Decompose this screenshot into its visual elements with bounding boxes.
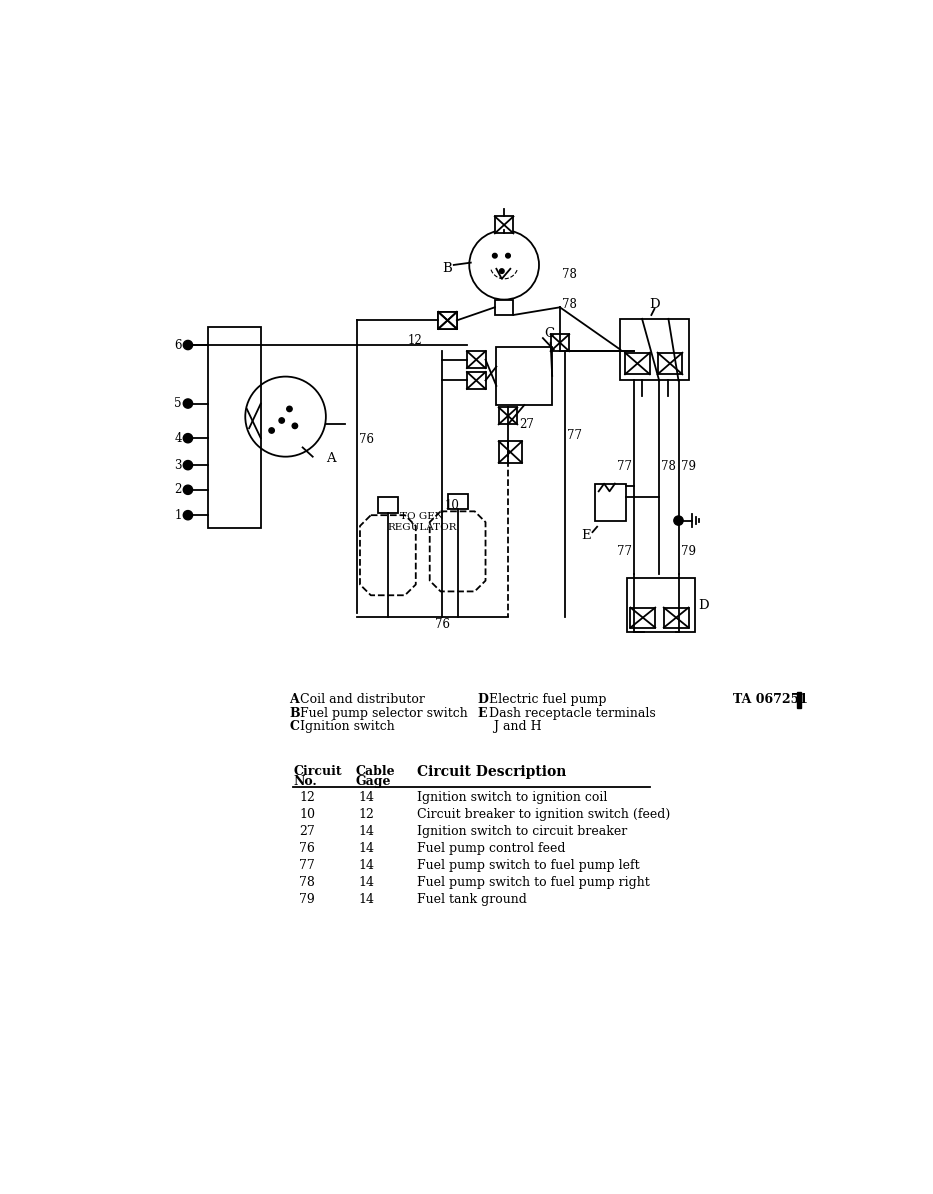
- Text: A: A: [326, 453, 336, 466]
- Text: 14: 14: [358, 893, 374, 906]
- Text: 79: 79: [681, 460, 696, 473]
- Bar: [439, 312, 457, 328]
- Bar: [625, 352, 649, 374]
- Text: TO GEN
REGULATOR: TO GEN REGULATOR: [387, 512, 457, 531]
- Text: J and H: J and H: [478, 720, 541, 733]
- Circle shape: [183, 485, 192, 494]
- Text: A: A: [289, 693, 299, 706]
- Circle shape: [183, 340, 192, 350]
- Text: Dash receptacle terminals: Dash receptacle terminals: [485, 707, 656, 720]
- Text: C: C: [289, 720, 299, 733]
- Text: 2: 2: [174, 484, 182, 497]
- Text: C: C: [545, 327, 554, 340]
- Text: 76: 76: [359, 433, 374, 447]
- Bar: [494, 300, 513, 315]
- Text: 78: 78: [563, 298, 578, 312]
- Text: 14: 14: [358, 876, 374, 890]
- Text: Ignition switch to ignition coil: Ignition switch to ignition coil: [417, 792, 607, 805]
- Bar: [595, 484, 626, 521]
- Bar: [448, 493, 467, 509]
- Text: 14: 14: [358, 792, 374, 805]
- Circle shape: [506, 253, 510, 258]
- Bar: [499, 407, 517, 424]
- Circle shape: [183, 461, 192, 469]
- Circle shape: [269, 427, 274, 433]
- Text: 78: 78: [661, 460, 676, 473]
- Bar: [620, 319, 689, 381]
- Circle shape: [493, 253, 497, 258]
- Text: Fuel pump switch to fuel pump right: Fuel pump switch to fuel pump right: [417, 876, 650, 890]
- Text: E: E: [581, 529, 591, 542]
- Bar: [631, 608, 655, 628]
- Bar: [499, 442, 522, 463]
- Circle shape: [183, 433, 192, 443]
- Text: 77: 77: [299, 858, 315, 872]
- Circle shape: [183, 399, 192, 408]
- Text: 76: 76: [299, 842, 315, 855]
- Bar: [378, 498, 398, 513]
- Text: Fuel tank ground: Fuel tank ground: [417, 893, 527, 906]
- Text: 79: 79: [299, 893, 315, 906]
- Text: 6: 6: [174, 339, 182, 351]
- Text: Gage: Gage: [355, 775, 391, 788]
- Circle shape: [674, 516, 683, 525]
- Text: Fuel pump control feed: Fuel pump control feed: [417, 842, 565, 855]
- Bar: [466, 373, 485, 389]
- Bar: [439, 312, 457, 328]
- Text: 77: 77: [567, 430, 582, 443]
- Text: 77: 77: [617, 544, 632, 558]
- Text: Fuel pump selector switch: Fuel pump selector switch: [297, 707, 468, 720]
- Text: Ignition switch to circuit breaker: Ignition switch to circuit breaker: [417, 825, 628, 838]
- Text: Coil and distributor: Coil and distributor: [297, 693, 425, 706]
- Text: 14: 14: [358, 842, 374, 855]
- Text: Ignition switch: Ignition switch: [297, 720, 396, 733]
- Text: 10: 10: [444, 499, 459, 512]
- Circle shape: [292, 423, 298, 429]
- Bar: [494, 216, 513, 233]
- Circle shape: [183, 511, 192, 519]
- Text: D: D: [699, 598, 709, 611]
- Bar: [466, 351, 485, 368]
- Text: D: D: [478, 693, 489, 706]
- Text: 14: 14: [358, 858, 374, 872]
- Bar: [658, 352, 682, 374]
- Text: 76: 76: [435, 618, 450, 632]
- Text: B: B: [289, 707, 300, 720]
- Bar: [208, 326, 261, 528]
- Text: 14: 14: [358, 825, 374, 838]
- Text: 12: 12: [407, 334, 422, 347]
- Text: Circuit Description: Circuit Description: [417, 765, 566, 780]
- Bar: [550, 334, 569, 351]
- Text: 5: 5: [174, 398, 182, 410]
- Text: 10: 10: [299, 808, 315, 821]
- Text: Fuel pump switch to fuel pump left: Fuel pump switch to fuel pump left: [417, 858, 640, 872]
- Circle shape: [286, 406, 292, 412]
- Text: No.: No.: [293, 775, 317, 788]
- Text: TA 067251: TA 067251: [732, 693, 808, 706]
- Text: 1: 1: [174, 509, 182, 522]
- Bar: [663, 608, 689, 628]
- Text: 12: 12: [299, 792, 315, 805]
- Text: Cable: Cable: [355, 765, 395, 778]
- Circle shape: [279, 418, 285, 423]
- Text: 4: 4: [174, 432, 182, 444]
- Text: B: B: [442, 263, 452, 276]
- Text: 78: 78: [299, 876, 315, 890]
- Bar: [797, 691, 801, 708]
- Text: E: E: [478, 707, 487, 720]
- Text: 79: 79: [681, 544, 696, 558]
- Circle shape: [499, 269, 504, 273]
- Text: D: D: [649, 298, 660, 312]
- Text: 27: 27: [299, 825, 315, 838]
- Text: 27: 27: [519, 418, 534, 431]
- Text: 78: 78: [563, 267, 578, 281]
- Bar: [627, 578, 695, 633]
- Text: 77: 77: [617, 460, 632, 473]
- Text: Circuit: Circuit: [293, 765, 342, 778]
- Text: Circuit breaker to ignition switch (feed): Circuit breaker to ignition switch (feed…: [417, 808, 671, 821]
- Bar: [496, 347, 552, 405]
- Text: Electric fuel pump: Electric fuel pump: [485, 693, 606, 706]
- Text: 12: 12: [358, 808, 374, 821]
- Text: 3: 3: [174, 458, 182, 472]
